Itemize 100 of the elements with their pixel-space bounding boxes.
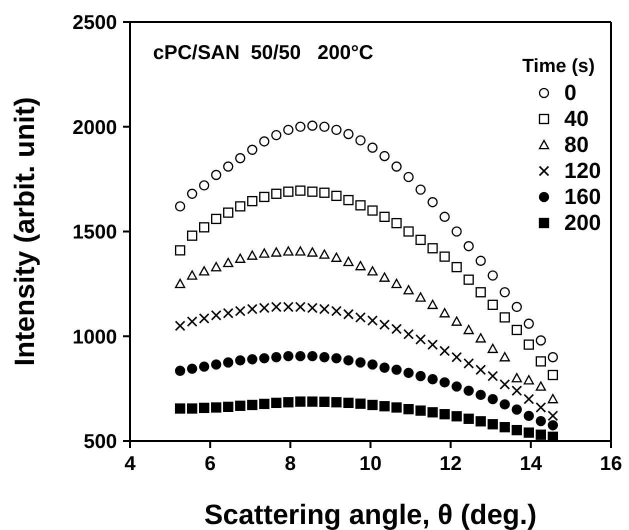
point (488, 344, 498, 354)
point (319, 188, 330, 198)
point (331, 306, 342, 316)
point (247, 400, 258, 410)
x-tick-label: 16 (600, 453, 622, 476)
point (488, 300, 498, 310)
point (427, 300, 438, 310)
point (355, 200, 366, 210)
point (512, 385, 522, 396)
point (319, 352, 330, 362)
x-tick-label: 10 (359, 453, 382, 476)
point (234, 306, 246, 316)
point (500, 312, 510, 323)
point (512, 324, 522, 336)
point (259, 192, 270, 202)
point (524, 375, 534, 384)
point (367, 400, 378, 410)
point (427, 339, 438, 350)
point (524, 427, 534, 438)
point (379, 272, 390, 282)
point (427, 197, 438, 208)
point (415, 234, 426, 246)
point (536, 416, 546, 426)
point (548, 352, 558, 362)
point (379, 212, 390, 222)
point (391, 324, 402, 334)
x-tick-label: 12 (440, 453, 462, 476)
point (198, 313, 210, 324)
point (307, 247, 318, 257)
point (463, 358, 474, 369)
point (235, 355, 246, 366)
point (440, 377, 450, 388)
point (211, 402, 222, 413)
point (500, 352, 510, 362)
point (355, 260, 366, 270)
x-tick-label: 4 (124, 453, 136, 476)
point (186, 230, 198, 241)
point (295, 396, 306, 407)
point (283, 246, 294, 256)
legend-label: 40 (564, 106, 589, 132)
point (476, 287, 486, 298)
point (283, 124, 294, 136)
point (464, 414, 474, 424)
point (271, 352, 282, 362)
point (186, 364, 198, 374)
point (247, 354, 258, 364)
point (355, 398, 366, 409)
point (476, 333, 486, 343)
point (367, 359, 378, 370)
point (343, 128, 354, 140)
point (174, 245, 186, 256)
point (464, 241, 474, 252)
x-tick-label: 6 (204, 453, 216, 476)
point (524, 318, 534, 329)
point (235, 254, 246, 263)
point (222, 308, 234, 319)
point (367, 142, 378, 153)
point (295, 246, 306, 256)
point (247, 250, 258, 260)
point (391, 402, 402, 413)
point (452, 316, 462, 326)
point (500, 399, 510, 410)
point (512, 302, 522, 312)
point (223, 258, 234, 268)
point (536, 430, 546, 440)
point (174, 278, 186, 288)
point (512, 404, 522, 415)
point (403, 328, 414, 340)
point (271, 188, 282, 199)
point (427, 374, 438, 384)
point (259, 136, 270, 147)
point (211, 170, 222, 180)
legend-label: 120 (564, 158, 601, 184)
point (211, 262, 222, 272)
point (343, 355, 354, 366)
point (512, 373, 522, 382)
point (452, 381, 462, 392)
point (403, 368, 414, 378)
point (536, 381, 546, 391)
point (488, 394, 498, 404)
point (247, 144, 258, 155)
point (440, 212, 450, 222)
point (343, 308, 354, 320)
point (235, 400, 246, 411)
point (464, 274, 474, 285)
point (464, 386, 474, 396)
point (367, 315, 378, 326)
point (247, 196, 258, 206)
point (536, 335, 546, 346)
x-tick-label: 8 (284, 453, 296, 476)
point (379, 150, 390, 162)
point (295, 351, 306, 362)
point (403, 172, 414, 182)
point (452, 226, 462, 237)
point (524, 394, 534, 404)
point (210, 310, 222, 321)
y-tick-label: 1000 (72, 326, 117, 348)
point (223, 161, 234, 172)
point (331, 190, 342, 202)
point (343, 398, 354, 408)
